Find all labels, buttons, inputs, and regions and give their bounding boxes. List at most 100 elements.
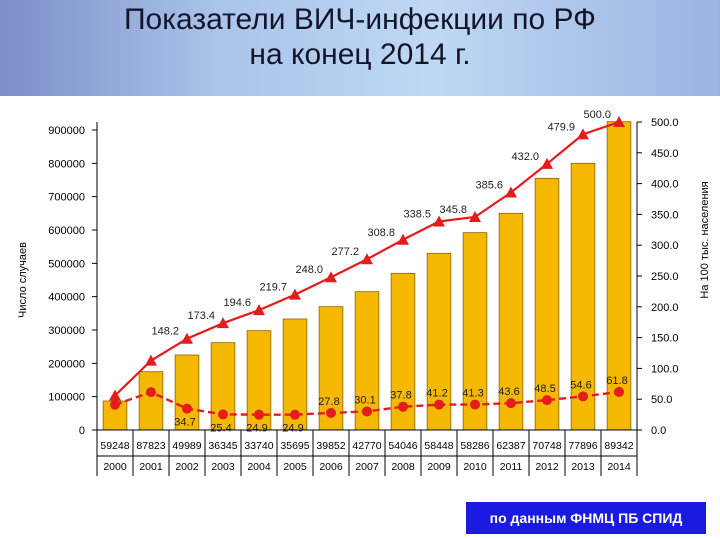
rate-label-total: 173.4 [187,310,215,322]
rate-label-new: 43.6 [498,386,519,398]
rate-point-total-2000 [109,389,121,401]
table-layer: 59248 87823 49989 36345 33740 35695 39852 42770… [96,429,638,476]
rate-point-total-2004 [253,304,265,316]
y-tick-label: 0 [79,425,85,437]
x-tick-label-2007: 2007 [355,461,379,473]
rate-label-total: 308.8 [367,227,395,239]
rate-point-new-2000 [110,399,120,410]
x-tick-label-2005: 2005 [283,461,307,473]
title-line-1: Показатели ВИЧ-инфекции по РФ [123,3,596,36]
y2-tick-label: 500.0 [651,117,679,129]
rate-label-total: 345.8 [439,204,467,216]
rate-point-total-2014 [613,116,625,127]
x-tick-label-2009: 2009 [427,461,451,473]
y2-tick-label: 300.0 [651,240,679,252]
rate-point-new-2012 [542,395,552,406]
y2-tick-label: 0.0 [651,425,666,437]
rate-label-new: 41.3 [462,388,483,400]
rate-point-new-2009 [434,399,444,410]
table-value-2009: 58448 [424,440,453,452]
y-tick-label: 200000 [48,358,85,370]
rate-point-total-2001 [145,354,157,366]
y2-tick-label: 450.0 [651,148,679,160]
rate-point-new-2010 [470,399,480,410]
rate-point-total-2002 [181,332,193,344]
rate-label-new: 34.7 [174,417,195,429]
bar-2001 [138,371,164,431]
rate-point-total-2003 [217,317,229,329]
x-tick-label-2006: 2006 [319,461,343,473]
rate-label-total: 500.0 [583,109,611,121]
rate-point-total-2010 [469,210,481,222]
title-line-2: на конец 2014 г. [249,38,471,71]
y-tick-label: 100000 [48,392,85,404]
table-value-2005: 35695 [280,440,309,452]
x-tick-label-2014: 2014 [607,461,631,473]
rate-point-new-2004 [254,409,264,420]
rate-label-total: 219.7 [259,282,287,294]
y-tick-label: 500000 [48,258,85,270]
y-axis-title: Число случаев [17,242,29,318]
rate-label-total: 479.9 [547,121,575,133]
y2-axis-title: На 100 тыс. населения [699,181,711,298]
rate-label-new: 24.9 [246,423,267,435]
x-tick-label-2001: 2001 [139,461,163,473]
rate-label-total: 385.6 [475,179,503,191]
rate-point-new-2002 [182,403,192,414]
bar-layer [102,121,632,431]
table-value-2010: 58286 [460,440,489,452]
rate-point-new-2005 [290,409,300,420]
x-tick-label-2000: 2000 [103,461,127,473]
y-tick-label: 800000 [48,158,85,170]
source-note: по данным ФНМЦ ПБ СПИД [466,502,706,534]
rate-label-new: 54.6 [570,379,591,391]
table-value-2014: 89342 [604,440,633,452]
x-tick-label-2008: 2008 [391,461,415,473]
rate-point-total-2007 [361,253,373,265]
x-tick-label-2013: 2013 [571,461,595,473]
table-value-2002: 49989 [172,440,201,452]
table-value-2001: 87823 [136,440,165,452]
rate-label-new: 25.4 [210,422,231,434]
table-value-2000: 59248 [100,440,129,452]
rate-label-new: 48.5 [534,383,555,395]
x-tick-label-2010: 2010 [463,461,487,473]
y2-tick-label: 150.0 [651,333,679,345]
rate-point-total-2006 [325,271,337,283]
title-banner: Показатели ВИЧ-инфекции по РФ на конец 2… [0,0,720,96]
rate-point-new-2011 [506,398,516,409]
rate-point-total-2009 [433,215,445,227]
rate-label-new: 37.8 [390,390,411,402]
rate-point-total-2013 [577,128,589,140]
table-value-2011: 62387 [496,440,525,452]
y-tick-label: 400000 [48,292,85,304]
x-tick-label-2011: 2011 [500,461,523,473]
x-tick-label-2002: 2002 [175,461,199,473]
table-value-2012: 70748 [532,440,561,452]
rate-label-new: 61.8 [606,375,627,387]
label-layer: 148.2 173.4 194.6 219.7 248.0 277.2 308.8 338.5… [151,109,627,435]
rate-point-total-2008 [397,233,409,245]
x-tick-label-2003: 2003 [211,461,235,473]
rate-point-total-2005 [289,288,301,300]
rate-point-new-2008 [398,401,408,412]
rate-label-total: 248.0 [295,264,323,276]
y2-tick-label: 400.0 [651,179,679,191]
rate-label-new: 27.8 [318,396,339,408]
rate-point-total-2011 [505,186,517,198]
table-value-2013: 77896 [568,440,597,452]
rate-point-total-2012 [541,157,553,169]
y-tick-label: 700000 [48,192,85,204]
rate-point-new-2013 [578,391,588,402]
x-tick-label-2004: 2004 [247,461,271,473]
rate-label-total: 432.0 [511,151,539,163]
rate-label-total: 338.5 [403,208,431,220]
rate-point-new-2007 [362,406,372,417]
rate-point-new-2014 [614,386,624,397]
x-tick-label-2012: 2012 [535,461,559,473]
rate-label-new: 41.2 [426,388,447,400]
y-tick-label: 900000 [48,125,85,137]
rate-label-new: 30.1 [354,394,375,406]
y2-tick-label: 50.0 [651,394,672,406]
rate-point-new-2003 [218,409,228,420]
